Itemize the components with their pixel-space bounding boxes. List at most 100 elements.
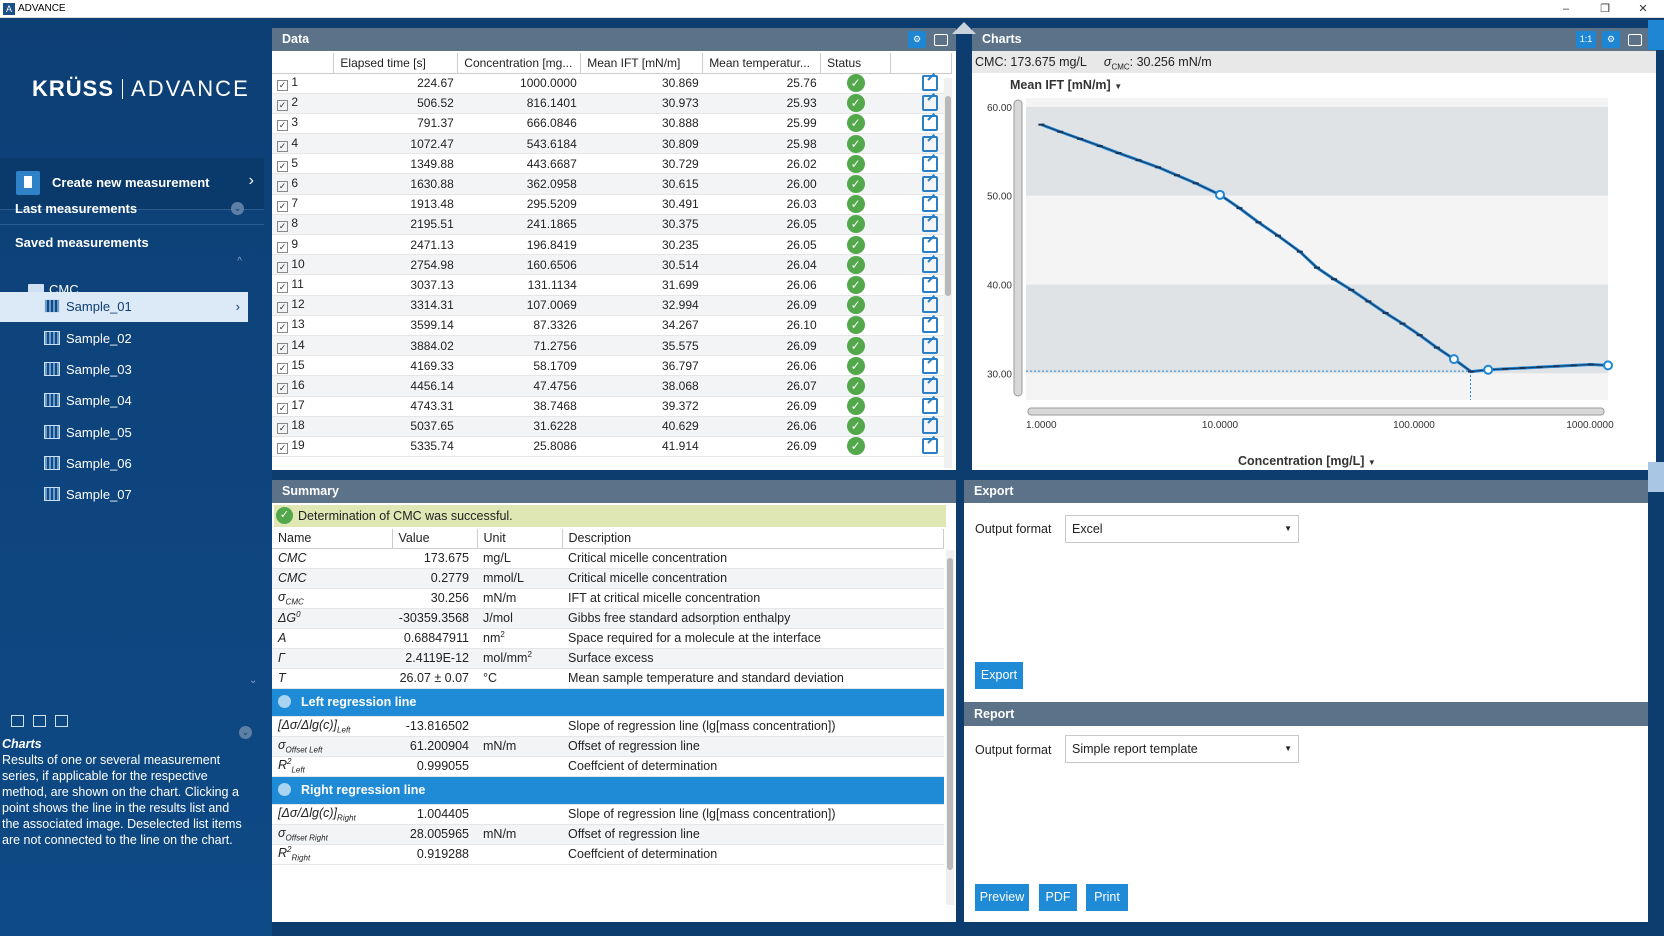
right-regression-group[interactable]: Right regression line (272, 776, 944, 805)
maximize-icon[interactable] (1628, 34, 1642, 46)
row-checkbox[interactable]: ✓ (277, 443, 288, 455)
row-checkbox[interactable]: ✓ (277, 403, 288, 415)
preview-button[interactable]: Preview (975, 884, 1029, 911)
chart-plot[interactable]: 60.00 50.00 40.00 30.00 1.0000 10.0000 100.000… (972, 96, 1656, 470)
col-header-description[interactable]: Description (562, 529, 944, 549)
print-button[interactable]: Print (1086, 884, 1128, 911)
maximize-icon[interactable] (934, 34, 948, 46)
col-header-mean-ift[interactable]: Mean IFT [mN/m] (580, 53, 704, 74)
col-header-unit[interactable]: Unit (477, 529, 563, 549)
export-output-format-select[interactable]: Excel ▼ (1065, 515, 1299, 543)
edit-icon[interactable] (921, 95, 938, 112)
scrollbar-thumb[interactable] (945, 96, 951, 296)
left-regression-group[interactable]: Left regression line (272, 688, 944, 717)
table-row[interactable]: ✓ 11 3037.13 131.1134 31.699 26.06 ✓ (272, 274, 952, 296)
edit-icon[interactable] (921, 176, 938, 193)
table-row[interactable]: ✓ 2 506.52 816.1401 30.973 25.93 ✓ (272, 93, 952, 114)
import-icon[interactable] (11, 715, 24, 727)
col-header-status[interactable]: Status (820, 53, 892, 74)
table-row[interactable]: ✓ 3 791.37 666.0846 30.888 25.99 ✓ (272, 113, 952, 135)
edit-icon[interactable] (921, 196, 938, 213)
sample-item-5[interactable]: Sample_05 (44, 418, 248, 448)
row-checkbox[interactable]: ✓ (277, 160, 288, 172)
table-row[interactable]: ✓ 19 5335.74 25.8086 41.914 26.09 ✓ (272, 436, 952, 458)
col-header-mean-temperature[interactable]: Mean temperatur... (702, 53, 822, 74)
col-header-concentration[interactable]: Concentration [mg... (457, 53, 582, 74)
data-scrollbar[interactable] (944, 78, 952, 468)
row-checkbox[interactable]: ✓ (277, 382, 288, 394)
edit-icon[interactable] (921, 377, 938, 394)
edit-icon[interactable] (921, 398, 938, 415)
sample-item-1[interactable]: Sample_01 › (0, 292, 248, 322)
edit-icon[interactable] (921, 438, 938, 455)
edit-icon[interactable] (921, 135, 938, 152)
edit-icon[interactable] (921, 317, 938, 334)
table-row[interactable]: ✓ 18 5037.65 31.6228 40.629 26.06 ✓ (272, 416, 952, 437)
table-row[interactable]: ✓ 7 1913.48 295.5209 30.491 26.03 ✓ (272, 194, 952, 215)
row-checkbox[interactable]: ✓ (277, 201, 288, 213)
collapse-help-icon[interactable]: ⌄ (239, 726, 252, 739)
row-checkbox[interactable]: ✓ (277, 181, 288, 193)
export-button[interactable]: Export (975, 662, 1023, 689)
edit-icon[interactable] (921, 155, 938, 172)
row-checkbox[interactable]: ✓ (277, 423, 288, 435)
edit-icon[interactable] (921, 297, 938, 314)
col-header-value[interactable]: Value (392, 529, 478, 549)
ratio-button[interactable]: 1:1 (1576, 31, 1596, 48)
edit-icon[interactable] (921, 75, 938, 92)
edit-icon[interactable] (921, 115, 938, 132)
row-checkbox[interactable]: ✓ (277, 261, 288, 273)
col-header-name[interactable]: Name (272, 529, 393, 549)
row-checkbox[interactable]: ✓ (277, 80, 288, 92)
x-axis-selector[interactable]: Concentration [mg/L] ▼ (1238, 454, 1376, 468)
list-icon[interactable] (55, 715, 68, 727)
create-new-measurement-button[interactable]: Create new measurement › (0, 158, 264, 210)
minimize-button[interactable]: – (1562, 3, 1570, 15)
pdf-button[interactable]: PDF (1039, 884, 1077, 911)
sample-item-3[interactable]: Sample_03 (44, 355, 248, 385)
edit-icon[interactable] (921, 357, 938, 374)
close-button[interactable]: ✕ (1638, 3, 1648, 15)
scroll-down-icon[interactable]: ⌄ (249, 675, 258, 686)
open-folder-icon[interactable] (33, 715, 46, 727)
row-checkbox[interactable]: ✓ (277, 120, 288, 132)
table-row[interactable]: ✓ 12 3314.31 107.0069 32.994 26.09 ✓ (272, 295, 952, 316)
edit-icon[interactable] (921, 236, 938, 253)
col-header-elapsed-time[interactable]: Elapsed time [s] (333, 53, 459, 74)
sample-item-6[interactable]: Sample_06 (44, 449, 248, 479)
summary-scrollbar[interactable] (946, 550, 954, 905)
y-axis-selector[interactable]: Mean IFT [mN/m] ▼ (1010, 78, 1122, 92)
row-checkbox[interactable]: ✓ (277, 322, 288, 334)
table-row[interactable]: ✓ 8 2195.51 241.1865 30.375 26.05 ✓ (272, 214, 952, 236)
collapse-saved-icon[interactable]: ^ (237, 256, 242, 267)
row-checkbox[interactable]: ✓ (277, 100, 288, 112)
scrollbar-thumb[interactable] (947, 558, 953, 870)
table-row[interactable]: ✓ 15 4169.33 58.1709 36.797 26.06 ✓ (272, 355, 952, 377)
edit-icon[interactable] (921, 337, 938, 354)
table-row[interactable]: ✓ 10 2754.98 160.6506 30.514 26.04 ✓ (272, 254, 952, 276)
edit-icon[interactable] (921, 276, 938, 293)
table-row[interactable]: ✓ 13 3599.14 87.3326 34.267 26.10 ✓ (272, 315, 952, 336)
table-row[interactable]: ✓ 17 4743.31 38.7468 39.372 26.09 ✓ (272, 396, 952, 417)
report-output-format-select[interactable]: Simple report template ▼ (1065, 735, 1299, 763)
sample-item-7[interactable]: Sample_07 (44, 480, 248, 510)
table-row[interactable]: ✓ 14 3884.02 71.2756 35.575 26.09 ✓ (272, 335, 952, 357)
table-row[interactable]: ✓ 16 4456.14 47.4756 38.068 26.07 ✓ (272, 375, 952, 397)
edit-icon[interactable] (921, 418, 938, 435)
saved-measurements-header[interactable]: Saved measurements (15, 235, 149, 250)
table-row[interactable]: ✓ 1 224.67 1000.0000 30.869 25.76 ✓ (272, 73, 952, 94)
edit-icon[interactable] (921, 256, 938, 273)
table-row[interactable]: ✓ 9 2471.13 196.8419 30.235 26.05 ✓ (272, 234, 952, 256)
sample-item-4[interactable]: Sample_04 (44, 386, 248, 416)
last-measurements-header[interactable]: Last measurements (15, 201, 138, 216)
table-row[interactable]: ✓ 4 1072.47 543.6184 30.809 25.98 ✓ (272, 133, 952, 155)
row-checkbox[interactable]: ✓ (277, 281, 288, 293)
restore-button[interactable]: ❐ (1600, 3, 1610, 15)
side-collapse-tab-top[interactable] (1648, 20, 1664, 50)
row-checkbox[interactable]: ✓ (277, 221, 288, 233)
expand-last-measurements-icon[interactable]: ⌄ (231, 202, 244, 215)
gear-icon[interactable]: ⚙ (1602, 31, 1620, 48)
table-row[interactable]: ✓ 6 1630.88 362.0958 30.615 26.00 ✓ (272, 173, 952, 195)
row-checkbox[interactable]: ✓ (277, 342, 288, 354)
row-checkbox[interactable]: ✓ (277, 140, 288, 152)
